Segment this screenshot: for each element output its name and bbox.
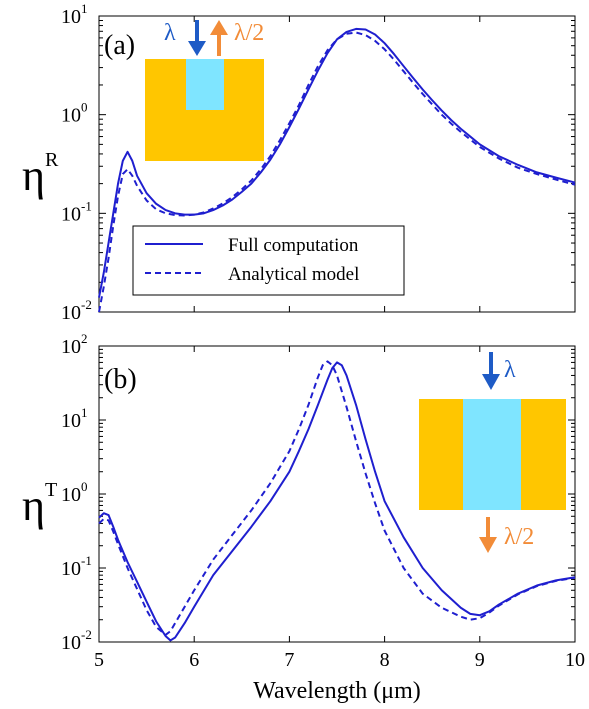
series-line-full-b bbox=[98, 361, 576, 642]
x-tick-label: 6 bbox=[189, 649, 199, 671]
series-line-analytical-a bbox=[98, 31, 576, 313]
y-axis-label-a-symbol: η bbox=[22, 151, 45, 200]
y-tick-label-base: 10 bbox=[61, 6, 81, 28]
y-axis-label-a-sup: R bbox=[45, 149, 59, 171]
y-tick-label: 10-2 bbox=[61, 297, 92, 324]
ticks-b bbox=[98, 345, 576, 643]
y-tick-label-base: 10 bbox=[61, 336, 81, 358]
y-tick-label-base: 10 bbox=[61, 105, 81, 127]
ticks-a bbox=[98, 15, 576, 313]
series-lines-a bbox=[98, 27, 576, 313]
y-tick-label: 102 bbox=[61, 331, 88, 358]
legend-entry-analytical-model: Analytical model bbox=[228, 264, 359, 285]
y-tick-label-base: 10 bbox=[61, 203, 81, 225]
y-tick-label: 101 bbox=[61, 1, 88, 28]
y-tick-label: 10-1 bbox=[61, 198, 92, 225]
y-tick-label: 100 bbox=[61, 100, 88, 127]
series-line-full-a bbox=[98, 27, 576, 298]
panel-label-b: (b) bbox=[104, 364, 137, 395]
legend-box bbox=[132, 225, 405, 296]
legend-entry-full-computation: Full computation bbox=[228, 235, 359, 256]
arrow-down-icon bbox=[479, 517, 497, 553]
y-axis-label-a: ηR bbox=[22, 149, 59, 200]
y-tick-label: 101 bbox=[61, 405, 88, 432]
y-axis-label-b: ηT bbox=[22, 479, 57, 530]
y-tick-label-exponent: -2 bbox=[81, 297, 92, 312]
series-lines-b bbox=[98, 360, 576, 642]
x-tick-labels-b: 5 6 7 8 9 10 bbox=[94, 649, 585, 671]
x-axis-label: Wavelength (μm) bbox=[253, 678, 421, 704]
y-tick-label: 100 bbox=[61, 479, 88, 506]
y-tick-label-exponent: 1 bbox=[81, 1, 88, 16]
arrow-up-icon bbox=[210, 20, 228, 56]
x-tick-label: 5 bbox=[94, 649, 104, 671]
inset-b: λ λ/2 bbox=[419, 352, 566, 553]
inset-b-aperture bbox=[463, 399, 521, 510]
y-tick-label-exponent: -2 bbox=[81, 627, 92, 642]
arrow-down-icon bbox=[188, 20, 206, 56]
series-line-analytical-b bbox=[98, 360, 576, 636]
x-tick-label: 9 bbox=[475, 649, 485, 671]
y-tick-label: 10-2 bbox=[61, 627, 92, 654]
y-tick-label-base: 10 bbox=[61, 632, 81, 654]
y-tick-label-base: 10 bbox=[61, 558, 81, 580]
y-tick-label: 10-1 bbox=[61, 553, 92, 580]
y-axis-label-b-symbol: η bbox=[22, 481, 45, 530]
inset-a: λ λ/2 bbox=[145, 20, 264, 161]
x-tick-label: 10 bbox=[565, 649, 585, 671]
panel-label-a: (a) bbox=[104, 30, 135, 61]
y-tick-label-base: 10 bbox=[61, 302, 81, 324]
y-tick-label-exponent: 0 bbox=[81, 100, 88, 115]
plot-frame-a bbox=[98, 15, 576, 313]
y-tick-label-exponent: -1 bbox=[81, 553, 92, 568]
x-tick-label: 8 bbox=[380, 649, 390, 671]
legend: Full computation Analytical model bbox=[132, 225, 405, 296]
y-tick-label-base: 10 bbox=[61, 484, 81, 506]
y-axis-label-b-sup: T bbox=[45, 479, 57, 501]
x-tick-label: 7 bbox=[284, 649, 294, 671]
y-tick-label-exponent: 0 bbox=[81, 479, 88, 494]
inset-b-output-label: λ/2 bbox=[504, 524, 534, 550]
arrow-down-icon bbox=[482, 352, 500, 390]
inset-a-incident-label: λ bbox=[164, 20, 176, 46]
y-tick-label-exponent: 2 bbox=[81, 331, 88, 346]
y-tick-label-base: 10 bbox=[61, 410, 81, 432]
inset-b-incident-label: λ bbox=[504, 357, 516, 383]
inset-a-cavity bbox=[186, 59, 224, 110]
y-tick-label-exponent: 1 bbox=[81, 405, 88, 420]
inset-a-output-label: λ/2 bbox=[234, 20, 264, 46]
y-tick-label-exponent: -1 bbox=[81, 198, 92, 213]
